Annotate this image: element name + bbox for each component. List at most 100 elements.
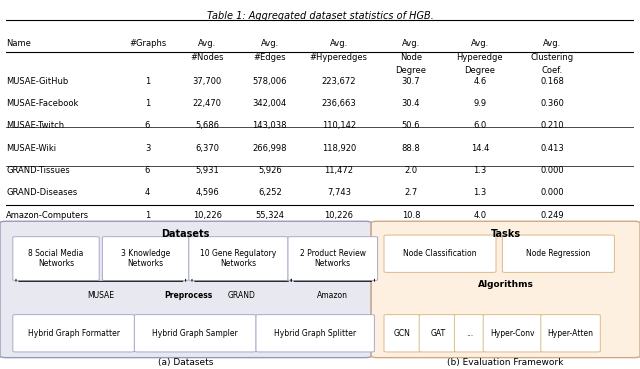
Text: 45,306: 45,306	[255, 233, 284, 242]
Text: 6.0: 6.0	[474, 121, 486, 130]
Text: 578,006: 578,006	[253, 77, 287, 86]
Text: 1: 1	[145, 99, 150, 108]
Text: 11,472: 11,472	[324, 166, 353, 175]
Text: Coef.: Coef.	[541, 66, 563, 75]
FancyBboxPatch shape	[288, 237, 378, 280]
Text: #Graphs: #Graphs	[129, 39, 166, 48]
Text: 0.168: 0.168	[540, 77, 564, 86]
Text: 2.0: 2.0	[404, 166, 417, 175]
Text: 4,596: 4,596	[195, 188, 219, 197]
Text: Amazon-Photos: Amazon-Photos	[6, 233, 72, 242]
Text: Avg.: Avg.	[402, 39, 420, 48]
Text: 2 Product Review
Networks: 2 Product Review Networks	[300, 249, 366, 268]
Text: 88.8: 88.8	[401, 144, 420, 152]
Text: 223,672: 223,672	[321, 77, 356, 86]
Text: 143,038: 143,038	[253, 121, 287, 130]
Text: 8 Social Media
Networks: 8 Social Media Networks	[28, 249, 84, 268]
Text: 5,686: 5,686	[195, 121, 219, 130]
Text: Datasets: Datasets	[161, 230, 210, 239]
Text: Node: Node	[400, 53, 422, 62]
Text: 110,142: 110,142	[322, 121, 356, 130]
Text: Hyper-Conv: Hyper-Conv	[491, 329, 535, 338]
Text: 1.3: 1.3	[474, 188, 486, 197]
Text: Hybrid Graph Formatter: Hybrid Graph Formatter	[28, 329, 120, 338]
Text: 3: 3	[145, 144, 150, 152]
Text: MUSAE: MUSAE	[87, 291, 115, 300]
Text: Algorithms: Algorithms	[477, 280, 534, 289]
Text: Amazon: Amazon	[317, 291, 348, 300]
Text: 2.7: 2.7	[404, 188, 417, 197]
Text: 6,777: 6,777	[327, 233, 351, 242]
Text: 5,931: 5,931	[195, 166, 219, 175]
Text: Name: Name	[6, 39, 31, 48]
Text: GAT: GAT	[430, 329, 445, 338]
Text: 37,700: 37,700	[193, 77, 221, 86]
Text: Hybrid Graph Splitter: Hybrid Graph Splitter	[274, 329, 356, 338]
Text: GRAND-Tissues: GRAND-Tissues	[6, 166, 70, 175]
Text: 3 Knowledge
Networks: 3 Knowledge Networks	[121, 249, 170, 268]
Text: (a) Datasets: (a) Datasets	[158, 358, 213, 368]
FancyBboxPatch shape	[13, 315, 134, 352]
Text: Avg.: Avg.	[198, 39, 216, 48]
FancyBboxPatch shape	[371, 221, 640, 358]
Text: 10,226: 10,226	[193, 211, 221, 220]
Text: #Nodes: #Nodes	[190, 53, 224, 62]
Text: MUSAE-Facebook: MUSAE-Facebook	[6, 99, 79, 108]
Text: 1: 1	[145, 233, 150, 242]
FancyBboxPatch shape	[384, 315, 421, 352]
Text: Hyperedge: Hyperedge	[456, 53, 503, 62]
Text: 4.0: 4.0	[474, 211, 486, 220]
Text: 0.290: 0.290	[540, 233, 564, 242]
Text: 0.210: 0.210	[540, 121, 564, 130]
Text: 236,663: 236,663	[321, 99, 356, 108]
Text: Hybrid Graph Sampler: Hybrid Graph Sampler	[152, 329, 238, 338]
Text: Hyper-Atten: Hyper-Atten	[548, 329, 593, 338]
Text: MUSAE-Wiki: MUSAE-Wiki	[6, 144, 56, 152]
Text: 1: 1	[145, 77, 150, 86]
Text: Table 1: Aggregated dataset statistics of HGB.: Table 1: Aggregated dataset statistics o…	[207, 11, 433, 21]
Text: 0.249: 0.249	[540, 211, 564, 220]
Text: 30.7: 30.7	[402, 77, 420, 86]
Text: 0.000: 0.000	[540, 188, 564, 197]
Text: 4: 4	[145, 188, 150, 197]
Text: #Edges: #Edges	[253, 53, 286, 62]
Text: 50.6: 50.6	[402, 121, 420, 130]
FancyBboxPatch shape	[134, 315, 256, 352]
Text: Avg.: Avg.	[543, 39, 561, 48]
FancyBboxPatch shape	[541, 315, 600, 352]
Text: Avg.: Avg.	[471, 39, 489, 48]
Text: Clustering: Clustering	[531, 53, 573, 62]
Text: 342,004: 342,004	[253, 99, 287, 108]
Text: Node Classification: Node Classification	[403, 249, 477, 258]
Text: 1: 1	[145, 211, 150, 220]
Text: 6,252: 6,252	[258, 188, 282, 197]
Text: 6,777: 6,777	[195, 233, 219, 242]
FancyBboxPatch shape	[102, 237, 189, 280]
Text: 0.360: 0.360	[540, 99, 564, 108]
Text: 0.000: 0.000	[540, 166, 564, 175]
Text: 10.8: 10.8	[402, 211, 420, 220]
Text: 4.6: 4.6	[474, 77, 486, 86]
Text: 22,470: 22,470	[193, 99, 221, 108]
Text: GRAND-Diseases: GRAND-Diseases	[6, 188, 77, 197]
FancyBboxPatch shape	[454, 315, 485, 352]
Text: Avg.: Avg.	[330, 39, 348, 48]
Text: MUSAE-Twitch: MUSAE-Twitch	[6, 121, 65, 130]
Text: 6: 6	[145, 166, 150, 175]
Text: 14.4: 14.4	[471, 144, 489, 152]
Text: Avg.: Avg.	[260, 39, 279, 48]
Text: Degree: Degree	[396, 66, 426, 75]
Text: Amazon-Computers: Amazon-Computers	[6, 211, 90, 220]
FancyBboxPatch shape	[384, 235, 496, 272]
Text: 9.9: 9.9	[474, 99, 486, 108]
Text: Degree: Degree	[465, 66, 495, 75]
Text: 30.4: 30.4	[402, 99, 420, 108]
Text: (b) Evaluation Framework: (b) Evaluation Framework	[447, 358, 564, 368]
FancyBboxPatch shape	[419, 315, 456, 352]
Text: MUSAE-GitHub: MUSAE-GitHub	[6, 77, 68, 86]
FancyBboxPatch shape	[0, 221, 371, 358]
Text: ...: ...	[466, 329, 474, 338]
Text: 118,920: 118,920	[322, 144, 356, 152]
FancyBboxPatch shape	[502, 235, 614, 272]
Text: 1.3: 1.3	[474, 166, 486, 175]
